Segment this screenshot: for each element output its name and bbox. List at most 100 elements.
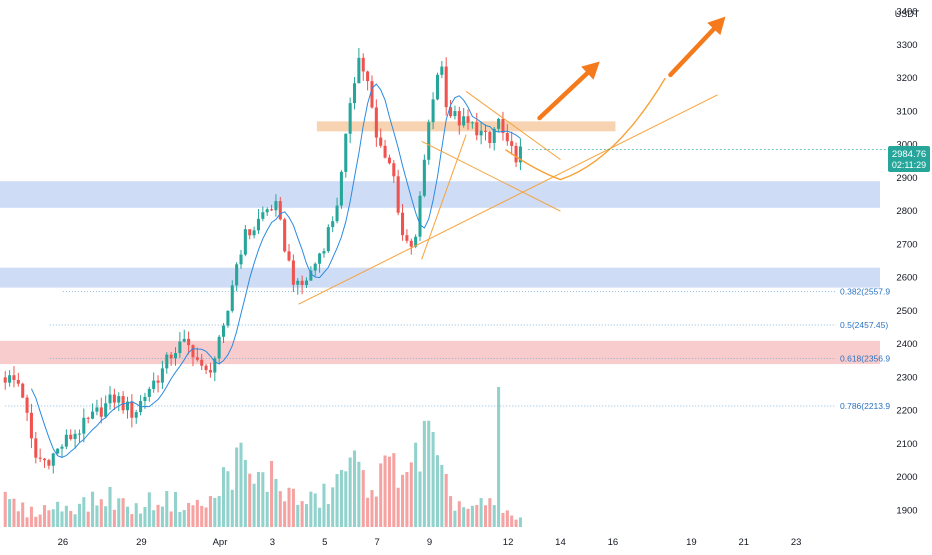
candle-body <box>488 131 492 144</box>
candle-body <box>8 375 12 383</box>
volume-bar <box>440 464 444 527</box>
volume-bar <box>82 497 86 527</box>
volume-bar <box>344 471 348 527</box>
volume-bar <box>418 471 422 527</box>
volume-bar <box>427 420 431 527</box>
price-tag-box <box>888 146 930 172</box>
volume-bar <box>173 492 178 527</box>
volume-bar <box>392 453 396 527</box>
volume-bar <box>335 474 339 527</box>
volume-bar <box>16 511 20 527</box>
volume-bar <box>56 501 60 527</box>
volume-bar <box>25 517 29 527</box>
candle-body <box>422 159 426 196</box>
volume-bar <box>309 491 313 527</box>
candle-body <box>265 209 269 213</box>
volume-bar <box>217 495 221 527</box>
candle-body <box>204 365 208 371</box>
volume-bar <box>483 505 488 527</box>
candle-body <box>287 251 291 261</box>
drawings-layer <box>298 16 726 305</box>
volume-bar <box>444 474 448 527</box>
ma-layer <box>30 83 521 458</box>
candle-body <box>69 434 73 440</box>
volume-bar <box>38 514 42 527</box>
candle-body <box>497 118 501 129</box>
candle-body <box>313 263 317 271</box>
x-tick-1: 29 <box>136 537 147 548</box>
candle-body <box>518 146 522 163</box>
volume-bar <box>12 498 16 527</box>
x-tick-8: 14 <box>555 537 566 548</box>
y-tick-15: 3400 <box>896 7 917 18</box>
volume-bar <box>374 496 378 527</box>
candle-body <box>222 325 226 337</box>
candle-body <box>226 310 230 326</box>
candle-body <box>344 133 348 172</box>
x-tick-7: 12 <box>503 537 514 548</box>
candle-body <box>392 163 396 177</box>
demand-zone <box>0 340 880 365</box>
volume-layer <box>3 387 522 527</box>
volume-bar <box>501 513 505 527</box>
volume-bar <box>497 387 501 527</box>
volume-bar <box>274 478 278 527</box>
volume-bar <box>278 491 282 527</box>
y-tick-11: 3000 <box>896 140 917 151</box>
candle-body <box>16 380 20 384</box>
volume-bar <box>187 502 191 527</box>
candle-body <box>409 240 413 247</box>
candle-body <box>431 99 435 123</box>
volume-bar <box>64 505 68 527</box>
volume-bar <box>226 471 230 527</box>
volume-bar <box>470 505 474 527</box>
y-tick-2: 2100 <box>896 439 917 450</box>
volume-bar <box>514 519 518 527</box>
candle-body <box>112 394 116 403</box>
upward-arrow-long <box>668 16 726 78</box>
candle-body <box>47 460 51 466</box>
volume-bar <box>112 509 116 527</box>
candle-body <box>243 229 247 255</box>
fib-label-2: 0.618(2356.9 <box>840 353 890 363</box>
candle-body <box>200 359 204 366</box>
candle-body <box>449 107 453 117</box>
fib-layer: 0.382(2557.9 0.5(2457.45) 0.618(2356.9 0.78… <box>5 287 890 411</box>
volume-bar <box>466 508 470 527</box>
volume-bar <box>256 471 260 527</box>
volume-bar <box>296 504 300 527</box>
volume-bar <box>366 497 370 527</box>
candle-body <box>252 230 256 236</box>
candle-body <box>374 107 378 138</box>
volume-bar <box>34 516 38 527</box>
candle-body <box>187 338 191 346</box>
volume-bar <box>479 498 483 527</box>
x-tick-2: Apr <box>213 537 228 548</box>
volume-bar <box>449 496 453 527</box>
candle-body <box>278 201 282 220</box>
candle-body <box>492 128 496 144</box>
volume-bar <box>43 505 47 527</box>
wedge-left-edge <box>421 134 467 260</box>
volume-bar <box>117 498 121 527</box>
candle-body <box>38 457 42 459</box>
support-zone-1 <box>0 181 880 208</box>
currency-label: USDT <box>895 9 920 19</box>
candle-body <box>29 412 33 439</box>
x-tick-9: 16 <box>608 537 619 548</box>
candle-body <box>352 83 357 104</box>
candle-body <box>125 401 130 411</box>
candle-body <box>73 433 77 440</box>
volume-bar <box>99 499 103 527</box>
upward-arrow-short-shaft <box>537 70 590 121</box>
volume-bar <box>239 442 243 527</box>
candle-body <box>357 57 361 84</box>
price-tag[interactable]: 2984.76 02:11:29 <box>888 146 930 172</box>
volume-bar <box>95 505 99 527</box>
candle-body <box>322 251 326 254</box>
upward-arrow-short-head <box>581 61 600 80</box>
candle-body <box>64 434 68 447</box>
candle-body <box>300 280 304 286</box>
